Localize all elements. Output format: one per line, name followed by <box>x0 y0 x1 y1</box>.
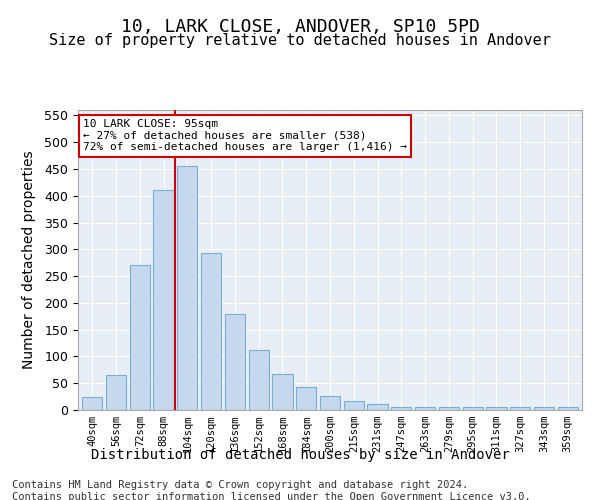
Bar <box>391 407 412 410</box>
Bar <box>248 350 269 410</box>
Bar <box>130 266 150 410</box>
Bar <box>296 387 316 410</box>
Y-axis label: Number of detached properties: Number of detached properties <box>22 150 36 370</box>
Bar <box>272 374 293 410</box>
Text: Contains HM Land Registry data © Crown copyright and database right 2024.
Contai: Contains HM Land Registry data © Crown c… <box>12 480 531 500</box>
Bar <box>510 408 530 410</box>
Text: 10 LARK CLOSE: 95sqm
← 27% of detached houses are smaller (538)
72% of semi-deta: 10 LARK CLOSE: 95sqm ← 27% of detached h… <box>83 119 407 152</box>
Text: 10, LARK CLOSE, ANDOVER, SP10 5PD: 10, LARK CLOSE, ANDOVER, SP10 5PD <box>121 18 479 36</box>
Bar <box>201 253 221 410</box>
Bar <box>415 407 435 410</box>
Bar <box>154 190 173 410</box>
Bar <box>82 396 103 410</box>
Bar <box>344 402 364 410</box>
Bar <box>487 408 506 410</box>
Bar <box>534 408 554 410</box>
Bar <box>320 396 340 410</box>
Text: Distribution of detached houses by size in Andover: Distribution of detached houses by size … <box>91 448 509 462</box>
Text: Size of property relative to detached houses in Andover: Size of property relative to detached ho… <box>49 32 551 48</box>
Bar <box>106 375 126 410</box>
Bar <box>439 408 459 410</box>
Bar <box>225 314 245 410</box>
Bar <box>557 408 578 410</box>
Bar <box>177 166 197 410</box>
Bar <box>367 404 388 410</box>
Bar <box>463 408 483 410</box>
